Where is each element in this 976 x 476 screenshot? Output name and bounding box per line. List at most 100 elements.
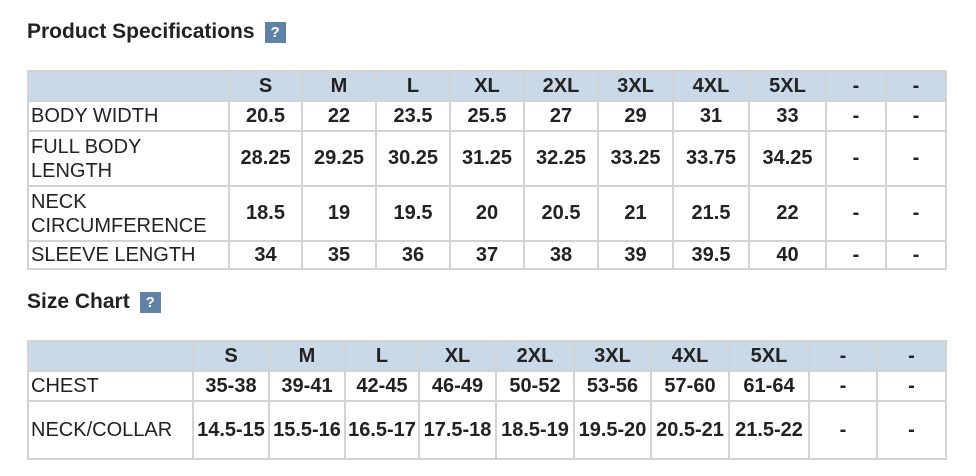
table-row: CHEST 35-38 39-41 42-45 46-49 50-52 53-56 57-60…	[27, 370, 947, 402]
cell-value: 29	[597, 100, 674, 132]
column-header: -	[825, 70, 887, 102]
cell-value: 46-49	[418, 370, 497, 402]
cell-value: -	[885, 100, 947, 132]
cell-value: 21.5-22	[728, 400, 810, 460]
cell-value: 33.25	[597, 130, 674, 187]
column-header: 5XL	[728, 340, 810, 372]
column-header: M	[301, 70, 377, 102]
cell-value: -	[825, 100, 887, 132]
cell-value: 39	[597, 240, 674, 270]
cell-value: 20.5	[228, 100, 303, 132]
cell-value: 15.5-16	[268, 400, 346, 460]
cell-value: 20.5	[523, 185, 599, 242]
cell-value: 31.25	[449, 130, 525, 187]
cell-value: 21.5	[672, 185, 750, 242]
cell-value: 31	[672, 100, 750, 132]
column-header: S	[192, 340, 270, 372]
table-row: NECK/COLLAR 14.5-15 15.5-16 16.5-17 17.5-18 1…	[27, 400, 947, 460]
table-header: S M L XL 2XL 3XL 4XL 5XL - -	[27, 340, 947, 372]
corner-cell	[27, 70, 230, 102]
cell-value: 33	[748, 100, 827, 132]
cell-value: 40	[748, 240, 827, 270]
cell-value: 19.5	[375, 185, 451, 242]
section-title: Product Specifications?	[27, 20, 286, 44]
title-text: Size Chart	[27, 290, 130, 313]
cell-value: 16.5-17	[344, 400, 420, 460]
row-label: NECK/COLLAR	[27, 400, 194, 460]
help-icon[interactable]: ?	[264, 21, 286, 43]
cell-value: -	[885, 240, 947, 270]
cell-value: 19.5-20	[573, 400, 652, 460]
column-header: 3XL	[597, 70, 674, 102]
cell-value: 50-52	[495, 370, 575, 402]
cell-value: 23.5	[375, 100, 451, 132]
cell-value: 20.5-21	[650, 400, 730, 460]
table-body: BODY WIDTH 20.5 22 23.5 25.5 27 29 31 33- - FULL B…	[27, 100, 947, 270]
header-row: S M L XL 2XL 3XL 4XL 5XL - -	[27, 340, 947, 372]
size-table: S M L XL 2XL 3XL 4XL 5XL - - CHEST 35-38 39-41 42-45 4…	[27, 340, 947, 460]
corner-cell	[27, 340, 194, 372]
column-header: 5XL	[748, 70, 827, 102]
column-header: 2XL	[523, 70, 599, 102]
column-header: L	[344, 340, 420, 372]
cell-value: 36	[375, 240, 451, 270]
cell-value: 39.5	[672, 240, 750, 270]
cell-value: 33.75	[672, 130, 750, 187]
cell-value: 20	[449, 185, 525, 242]
cell-value: 22	[748, 185, 827, 242]
cell-value: -	[808, 400, 878, 460]
cell-value: 39-41	[268, 370, 346, 402]
column-header: 4XL	[650, 340, 730, 372]
cell-value: -	[876, 370, 947, 402]
spec-table: S M L XL 2XL 3XL 4XL 5XL - - BODY WIDTH 20.5 22 23.5 2…	[27, 70, 947, 270]
section-title: Size Chart?	[27, 290, 161, 314]
column-header: -	[808, 340, 878, 372]
cell-value: 32.25	[523, 130, 599, 187]
cell-value: 19	[301, 185, 377, 242]
cell-value: 35-38	[192, 370, 270, 402]
table-row: FULL BODY LENGTH 28.25 29.25 30.25 31.25 32.2…	[27, 130, 947, 187]
cell-value: 29.25	[301, 130, 377, 187]
cell-value: 30.25	[375, 130, 451, 187]
cell-value: 34.25	[748, 130, 827, 187]
cell-value: 17.5-18	[418, 400, 497, 460]
cell-value: 18.5	[228, 185, 303, 242]
title-text: Product Specifications	[27, 20, 255, 43]
cell-value: 14.5-15	[192, 400, 270, 460]
cell-value: 57-60	[650, 370, 730, 402]
table-header: S M L XL 2XL 3XL 4XL 5XL - -	[27, 70, 947, 102]
column-header: 2XL	[495, 340, 575, 372]
column-header: -	[885, 70, 947, 102]
cell-value: -	[825, 240, 887, 270]
column-header: 4XL	[672, 70, 750, 102]
cell-value: 22	[301, 100, 377, 132]
cell-value: -	[825, 185, 887, 242]
row-label: FULL BODY LENGTH	[27, 130, 230, 187]
cell-value: 35	[301, 240, 377, 270]
cell-value: 18.5-19	[495, 400, 575, 460]
cell-value: 34	[228, 240, 303, 270]
cell-value: -	[825, 130, 887, 187]
row-label: CHEST	[27, 370, 194, 402]
cell-value: 28.25	[228, 130, 303, 187]
row-label: BODY WIDTH	[27, 100, 230, 132]
column-header: XL	[418, 340, 497, 372]
column-header: L	[375, 70, 451, 102]
column-header: -	[876, 340, 947, 372]
column-header: S	[228, 70, 303, 102]
cell-value: 42-45	[344, 370, 420, 402]
table-row: NECK CIRCUMFERENCE 18.5 19 19.5 20 20.5 21 21.5…	[27, 185, 947, 242]
help-icon[interactable]: ?	[139, 291, 161, 313]
column-header: M	[268, 340, 346, 372]
cell-value: 25.5	[449, 100, 525, 132]
table-row: BODY WIDTH 20.5 22 23.5 25.5 27 29 31 33- -	[27, 100, 947, 132]
cell-value: 38	[523, 240, 599, 270]
table-body: CHEST 35-38 39-41 42-45 46-49 50-52 53-56 57-60…	[27, 370, 947, 460]
cell-value: 53-56	[573, 370, 652, 402]
cell-value: 21	[597, 185, 674, 242]
cell-value: 27	[523, 100, 599, 132]
row-label: SLEEVE LENGTH	[27, 240, 230, 270]
column-header: XL	[449, 70, 525, 102]
cell-value: 37	[449, 240, 525, 270]
